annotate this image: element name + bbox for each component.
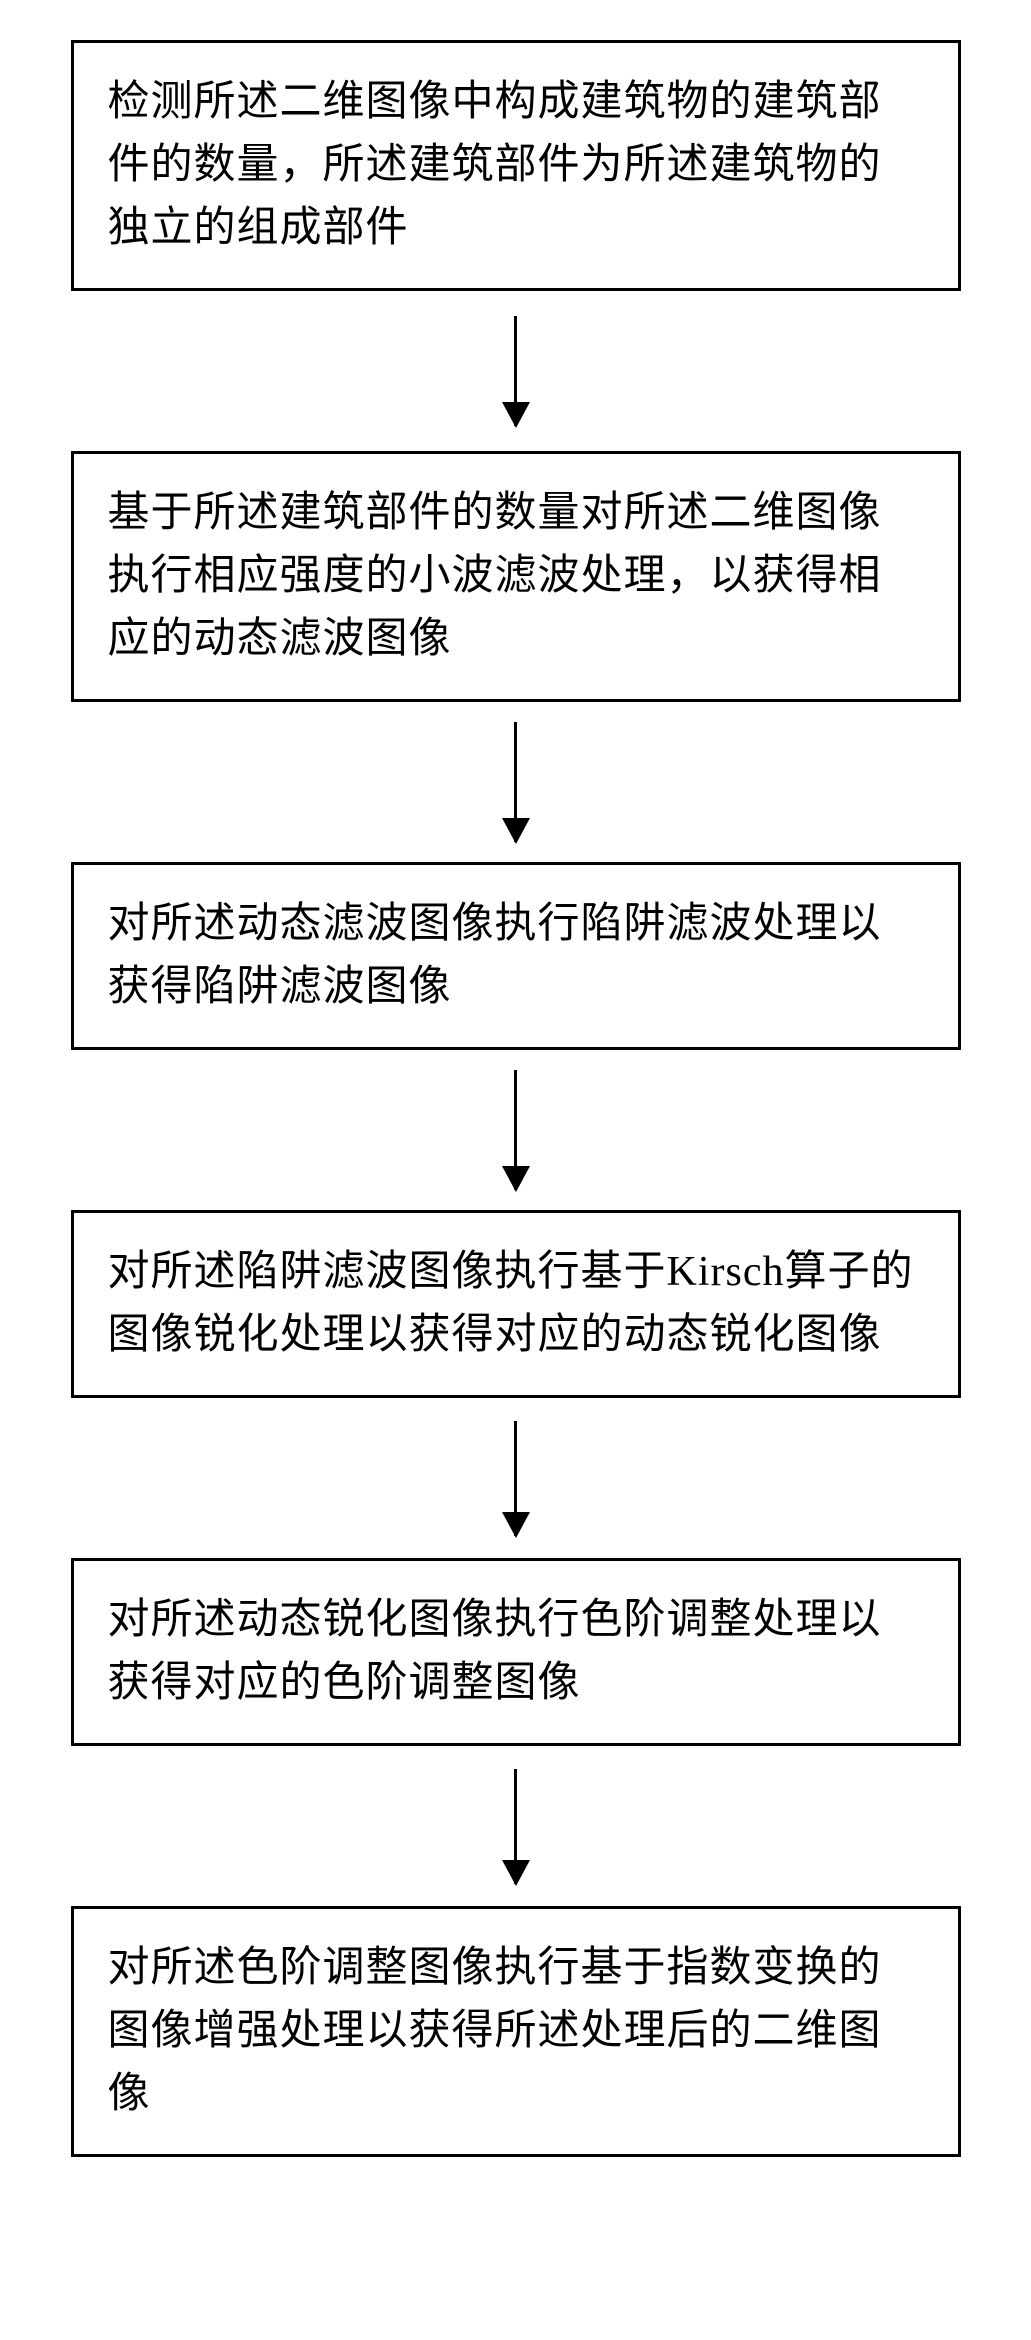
flow-arrow-4: [514, 1398, 517, 1558]
flow-arrow-2: [514, 702, 517, 862]
arrow-down-icon: [514, 1769, 517, 1884]
flow-step-text: 对所述动态滤波图像执行陷阱滤波处理以获得陷阱滤波图像: [108, 901, 882, 1010]
flowchart-container: 检测所述二维图像中构成建筑物的建筑部件的数量，所述建筑部件为所述建筑物的独立的组…: [0, 0, 1031, 2217]
arrow-down-icon: [514, 316, 517, 426]
flow-step-text: 基于所述建筑部件的数量对所述二维图像执行相应强度的小波滤波处理，以获得相应的动态…: [108, 490, 882, 662]
flow-arrow-1: [514, 291, 517, 451]
arrow-down-icon: [514, 1070, 517, 1190]
flow-step-text: 对所述陷阱滤波图像执行基于Kirsch算子的图像锐化处理以获得对应的动态锐化图像: [108, 1249, 914, 1358]
flow-step-1: 检测所述二维图像中构成建筑物的建筑部件的数量，所述建筑部件为所述建筑物的独立的组…: [71, 40, 961, 291]
flow-step-4: 对所述陷阱滤波图像执行基于Kirsch算子的图像锐化处理以获得对应的动态锐化图像: [71, 1210, 961, 1398]
arrow-down-icon: [514, 1421, 517, 1536]
flow-arrow-5: [514, 1746, 517, 1906]
flow-step-text: 对所述动态锐化图像执行色阶调整处理以获得对应的色阶调整图像: [108, 1597, 882, 1706]
flow-step-2: 基于所述建筑部件的数量对所述二维图像执行相应强度的小波滤波处理，以获得相应的动态…: [71, 451, 961, 702]
flow-step-text: 对所述色阶调整图像执行基于指数变换的图像增强处理以获得所述处理后的二维图像: [108, 1945, 882, 2117]
flow-step-6: 对所述色阶调整图像执行基于指数变换的图像增强处理以获得所述处理后的二维图像: [71, 1906, 961, 2157]
flow-step-text: 检测所述二维图像中构成建筑物的建筑部件的数量，所述建筑部件为所述建筑物的独立的组…: [108, 79, 882, 251]
flow-arrow-3: [514, 1050, 517, 1210]
flow-step-5: 对所述动态锐化图像执行色阶调整处理以获得对应的色阶调整图像: [71, 1558, 961, 1746]
arrow-down-icon: [514, 722, 517, 842]
flow-step-3: 对所述动态滤波图像执行陷阱滤波处理以获得陷阱滤波图像: [71, 862, 961, 1050]
